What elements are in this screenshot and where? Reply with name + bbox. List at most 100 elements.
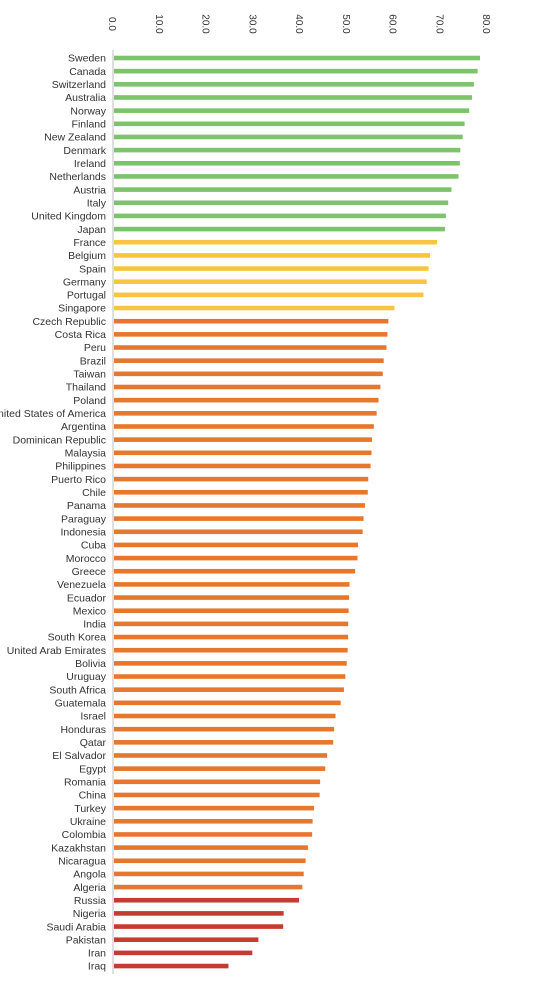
category-label: El Salvador: [52, 750, 106, 762]
category-label: Japan: [77, 224, 106, 236]
bar: [114, 753, 328, 758]
bar: [114, 884, 303, 890]
bar: [114, 555, 358, 561]
bar: [114, 503, 365, 508]
bar: [114, 766, 326, 771]
bar: [114, 871, 304, 877]
bar: [114, 95, 473, 100]
category-label: Paraguay: [61, 513, 107, 525]
bar: [114, 529, 363, 535]
bar: [114, 674, 346, 679]
x-tick-label: 0.0: [106, 17, 117, 31]
category-label: Iraq: [88, 961, 106, 973]
category-label: Finland: [72, 119, 107, 131]
bar: [114, 476, 369, 482]
bar: [114, 700, 341, 706]
bar: [114, 55, 480, 61]
bar: [114, 740, 334, 745]
category-label: Portugal: [67, 290, 106, 302]
bars: [114, 55, 480, 969]
bar: [114, 187, 452, 192]
bar: [114, 358, 384, 363]
category-label: Guatemala: [55, 698, 107, 710]
bar: [114, 226, 445, 232]
bar: [114, 950, 253, 956]
category-label: Indonesia: [60, 526, 106, 538]
category-label: Romania: [64, 777, 106, 789]
category-label: Italy: [87, 197, 107, 209]
bar: [114, 818, 313, 824]
category-label: United Arab Emirates: [7, 645, 106, 657]
bar: [114, 200, 449, 206]
category-label: China: [79, 790, 107, 802]
category-label: Argentina: [61, 421, 106, 433]
category-label: Iran: [88, 948, 106, 960]
category-label: Cuba: [81, 540, 106, 552]
category-label: Dominican Republic: [13, 434, 106, 446]
category-label: Honduras: [60, 724, 106, 736]
category-label: South Africa: [49, 684, 106, 696]
category-label: Norway: [70, 105, 106, 117]
category-label: United Kingdom: [31, 211, 106, 223]
bar: [114, 911, 284, 916]
bar: [114, 318, 389, 324]
category-label: France: [73, 237, 106, 249]
category-label: Qatar: [80, 737, 107, 749]
bar: [114, 424, 374, 429]
category-label: Nigeria: [73, 908, 106, 920]
category-label: Singapore: [58, 303, 106, 315]
category-label: Philippines: [55, 461, 106, 473]
bar: [114, 661, 347, 666]
category-label: India: [83, 619, 106, 631]
category-label: Switzerland: [52, 79, 106, 91]
bar: [114, 897, 300, 903]
category-label: Turkey: [74, 803, 106, 815]
bar: [114, 634, 349, 640]
category-label: Russia: [74, 895, 106, 907]
bar: [114, 397, 379, 403]
category-label: Israel: [80, 711, 106, 723]
bar: [114, 266, 429, 271]
bar: [114, 160, 460, 166]
bar: [114, 411, 377, 416]
bar: [114, 332, 388, 337]
bar: [114, 239, 437, 245]
category-label: Ecuador: [67, 592, 107, 604]
bar: [114, 924, 284, 929]
category-label: Morocco: [66, 553, 106, 565]
bar: [114, 542, 358, 548]
bar: [114, 779, 321, 785]
category-label: Egypt: [79, 763, 106, 775]
category-label: Algeria: [73, 882, 106, 894]
bar: [114, 463, 371, 469]
bar: [114, 345, 387, 350]
category-label: Pakistan: [66, 934, 106, 946]
category-label: Denmark: [63, 145, 106, 157]
bar: [114, 253, 430, 258]
bar: [114, 595, 350, 600]
bar: [114, 845, 308, 850]
category-label: United States of America: [0, 408, 106, 420]
x-tick-label: 10.0: [153, 14, 164, 34]
bar: [114, 82, 474, 87]
category-label: Brazil: [80, 355, 106, 367]
x-axis-ticks: 0.0 10.0 20.0 30.0 40.0 50.0 60.0 70.0 80.0: [106, 14, 491, 34]
category-label: Poland: [73, 395, 106, 407]
category-label: Kazakhstan: [51, 842, 106, 854]
bar: [114, 516, 364, 521]
category-label: Malaysia: [65, 448, 107, 460]
category-label: Peru: [84, 342, 106, 354]
bar: [114, 292, 424, 298]
category-label: Greece: [72, 566, 107, 578]
category-label: Ukraine: [70, 816, 106, 828]
x-tick-label: 30.0: [246, 14, 257, 34]
category-label: Czech Republic: [32, 316, 106, 328]
bar: [114, 858, 306, 864]
bar: [114, 174, 459, 179]
category-label: Austria: [73, 184, 106, 196]
category-label: Venezuela: [57, 579, 106, 591]
bar: [114, 568, 356, 574]
category-label: New Zealand: [44, 132, 106, 144]
x-tick-label: 40.0: [293, 14, 304, 34]
